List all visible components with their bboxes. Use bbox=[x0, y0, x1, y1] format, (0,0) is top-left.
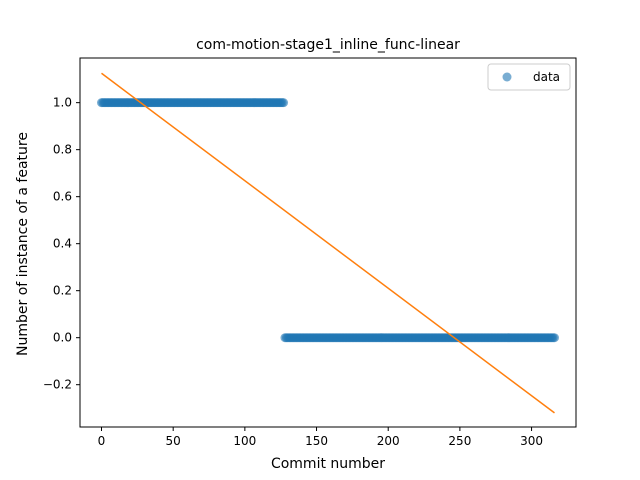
fit-line bbox=[101, 72, 555, 414]
legend-label: data bbox=[533, 70, 560, 84]
y-tick-label: 0.8 bbox=[53, 143, 72, 157]
x-tick-label: 250 bbox=[448, 434, 471, 448]
y-tick-label: 0.6 bbox=[53, 190, 72, 204]
y-tick-label: 0.0 bbox=[53, 331, 72, 345]
chart-title: com-motion-stage1_inline_func-linear bbox=[196, 37, 460, 53]
x-tick-label: 150 bbox=[305, 434, 328, 448]
y-tick-label: 0.2 bbox=[53, 284, 72, 298]
legend: data bbox=[487, 63, 571, 91]
data-point bbox=[279, 98, 289, 108]
x-tick-label: 100 bbox=[233, 434, 256, 448]
legend-marker bbox=[502, 72, 512, 82]
plot-area: 0 50 100 150 200 250 300 −0.2 0.0 0.2 0.4 0.6 0.8 1.0 bbox=[43, 57, 577, 448]
axes-frame bbox=[79, 57, 577, 428]
x-tick-label: 200 bbox=[377, 434, 400, 448]
y-tick-label: 1.0 bbox=[53, 96, 72, 110]
x-axis-label: Commit number bbox=[271, 456, 385, 472]
y-tick-label: −0.2 bbox=[43, 378, 72, 392]
x-tick-label: 300 bbox=[520, 434, 543, 448]
x-tick-label: 0 bbox=[98, 434, 106, 448]
data-point bbox=[549, 333, 559, 343]
y-axis-label: Number of instance of a feature bbox=[15, 132, 31, 356]
y-tick-label: 0.4 bbox=[53, 237, 72, 251]
x-tick-label: 50 bbox=[166, 434, 181, 448]
legend-frame bbox=[487, 63, 571, 91]
